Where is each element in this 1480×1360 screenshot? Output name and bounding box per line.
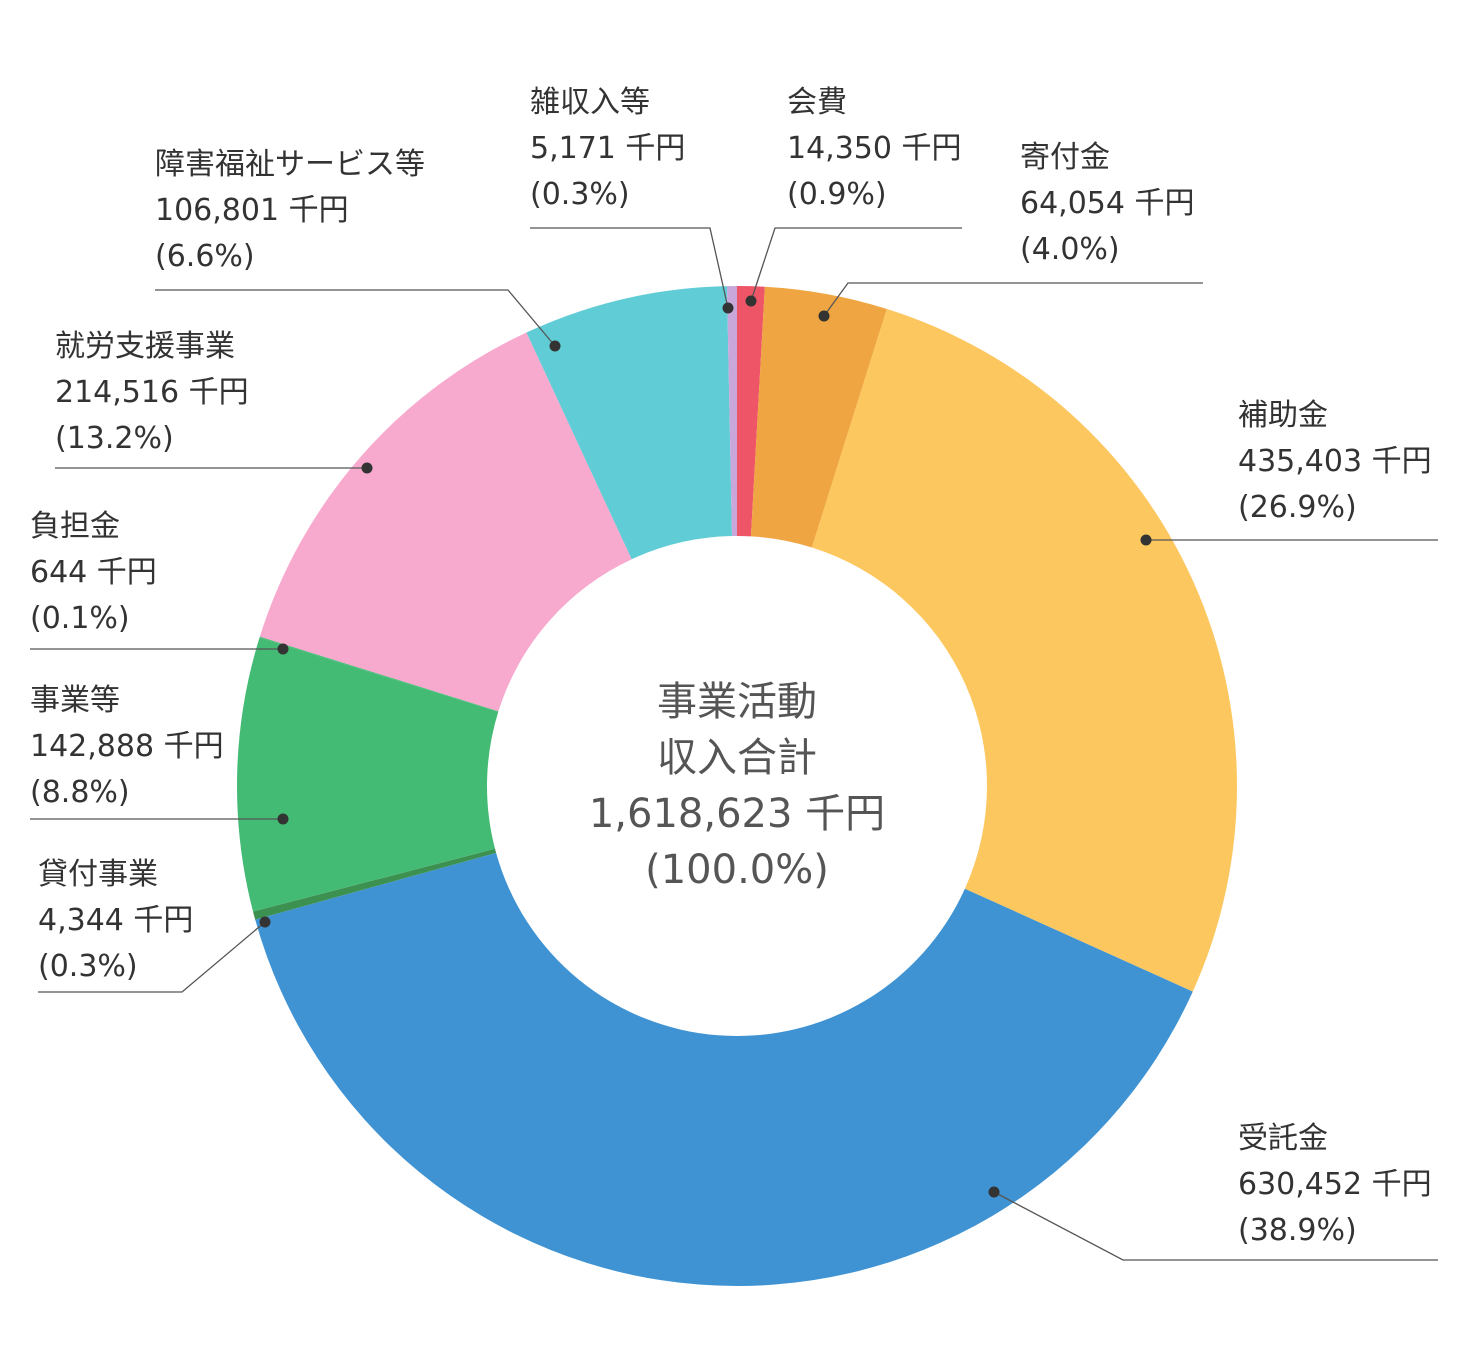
leader-line — [993, 1191, 1438, 1261]
slice-4 — [255, 852, 1193, 1287]
leader-dot — [722, 302, 734, 314]
slice-label-name: 会費 — [787, 85, 847, 120]
center-line-4-percent: (100.0%) — [645, 847, 829, 893]
slice-label-value: 435,403 千円 — [1238, 444, 1432, 479]
slice-label-name: 雑収入等 — [530, 85, 650, 120]
leader-dot — [259, 916, 271, 928]
slice-label-name: 貸付事業 — [38, 857, 158, 892]
slice-label-percent: (4.0%) — [1020, 232, 1120, 267]
slice-7 — [259, 636, 499, 712]
leader-line — [155, 289, 556, 347]
slice-label-value: 14,350 千円 — [787, 131, 962, 166]
slice-10 — [726, 286, 737, 537]
slice-label-percent: (8.8%) — [30, 775, 130, 810]
slice-label-percent: (38.9%) — [1238, 1213, 1357, 1248]
slice-6 — [236, 637, 499, 912]
slice-label-name: 負担金 — [30, 509, 120, 544]
slice-label-percent: (0.1%) — [30, 601, 130, 636]
slice-label-name: 受託金 — [1238, 1121, 1328, 1156]
center-line-3-total: 1,618,623 千円 — [589, 791, 885, 837]
leader-dot — [988, 1186, 1000, 1198]
slice-label-value: 214,516 千円 — [55, 375, 249, 410]
leader-dot — [361, 462, 373, 474]
slice-label-value: 630,452 千円 — [1238, 1167, 1432, 1202]
slice-label-value: 5,171 千円 — [530, 131, 685, 166]
slice-label-name: 事業等 — [30, 683, 120, 718]
chart-leader-lines — [30, 227, 1438, 1261]
chart-labels: 会費 14,350 千円 (0.9%) 寄付金 64,054 千円 (4.0%) 補助金 43… — [30, 85, 1432, 1248]
slice-5 — [253, 848, 497, 920]
leader-line — [823, 282, 1203, 317]
slice-label-name: 補助金 — [1238, 398, 1328, 433]
center-line-1: 事業活動 — [657, 679, 817, 725]
slice-label-name: 就労支援事業 — [55, 329, 235, 364]
chart-slices — [236, 286, 1237, 1287]
slice-label-value: 142,888 千円 — [30, 729, 224, 764]
slice-label-name: 障害福祉サービス等 — [155, 147, 425, 182]
slice-label-percent: (0.3%) — [530, 177, 630, 212]
leader-line — [530, 227, 729, 309]
leader-dot — [549, 340, 561, 352]
center-label: 事業活動 収入合計 1,618,623 千円 (100.0%) — [589, 679, 885, 893]
slice-3 — [811, 308, 1237, 992]
slice-label-value: 644 千円 — [30, 555, 157, 590]
leader-line — [38, 921, 266, 993]
slice-2 — [750, 286, 887, 548]
slice-label-percent: (13.2%) — [55, 421, 174, 456]
slice-1 — [737, 286, 765, 537]
leader-dot — [277, 813, 289, 825]
leader-dot — [1140, 534, 1152, 546]
slice-9 — [526, 286, 732, 560]
slice-label-percent: (6.6%) — [155, 239, 255, 274]
slice-label-name: 寄付金 — [1020, 140, 1110, 175]
center-line-2: 収入合計 — [657, 735, 817, 781]
slice-label-value: 106,801 千円 — [155, 193, 349, 228]
leader-line — [750, 227, 962, 302]
leader-dot — [745, 295, 757, 307]
slice-label-percent: (26.9%) — [1238, 490, 1357, 525]
slice-label-value: 64,054 千円 — [1020, 186, 1195, 221]
leader-dot — [277, 643, 289, 655]
slice-8 — [259, 332, 632, 712]
slice-label-value: 4,344 千円 — [38, 903, 193, 938]
slice-label-percent: (0.3%) — [38, 949, 138, 984]
leader-dot — [818, 310, 830, 322]
slice-label-percent: (0.9%) — [787, 177, 887, 212]
